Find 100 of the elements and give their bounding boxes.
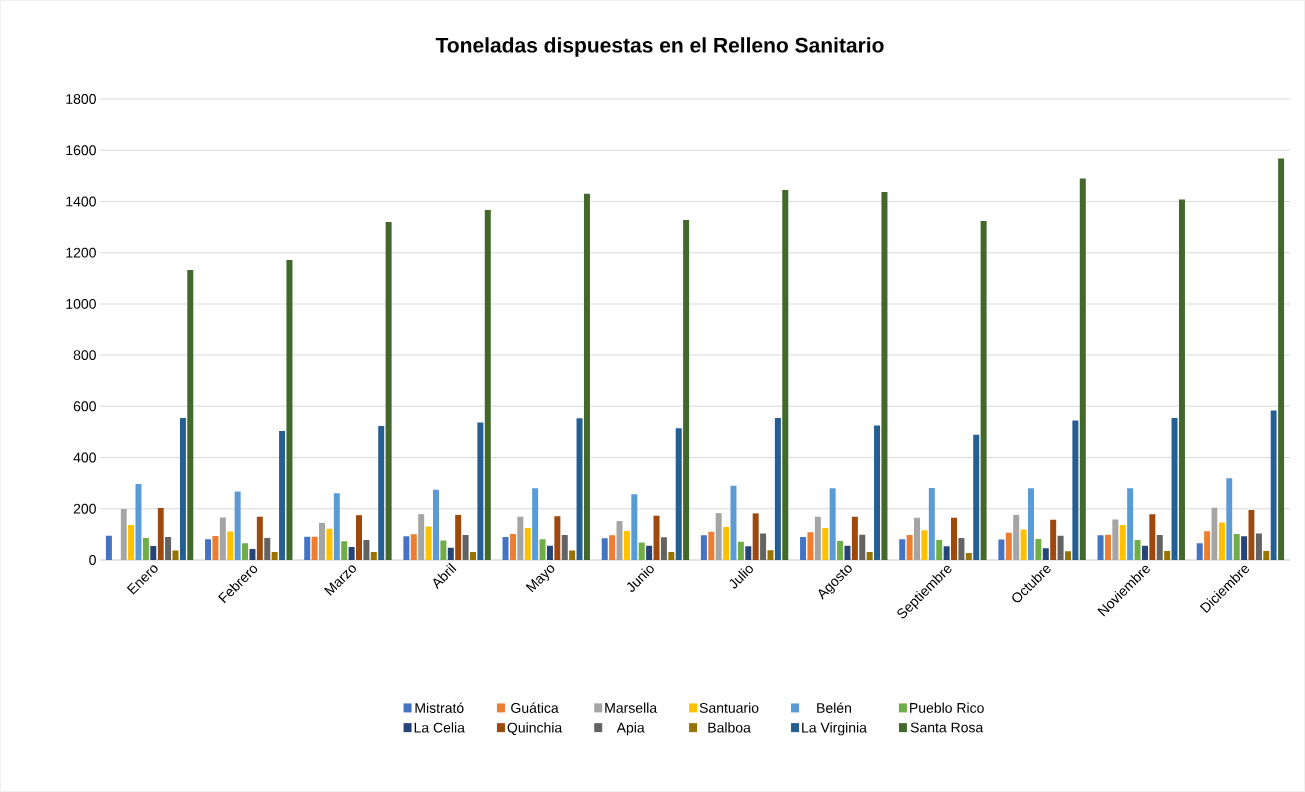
bar (767, 550, 774, 560)
bar (829, 488, 836, 560)
bar (881, 191, 888, 560)
bar (1141, 545, 1148, 560)
legend-label: La Celia (414, 722, 465, 733)
bar (469, 552, 476, 560)
bar (1057, 535, 1064, 560)
bar (859, 534, 866, 560)
bar (730, 485, 737, 560)
bar (752, 513, 759, 560)
bar (1005, 532, 1012, 560)
bar (502, 536, 509, 560)
bar (980, 220, 987, 560)
bar (477, 422, 484, 560)
bar (807, 532, 814, 560)
bar (660, 537, 667, 560)
bar (157, 508, 164, 560)
bar (951, 517, 958, 560)
bar (150, 545, 157, 560)
legend-label: Mistrató (415, 702, 464, 713)
bar (1119, 524, 1126, 560)
bar (973, 434, 980, 560)
bar (128, 524, 135, 560)
bar (1127, 488, 1134, 560)
bar (311, 536, 318, 560)
bar (576, 418, 583, 560)
bar (1072, 420, 1079, 560)
bar (760, 533, 767, 560)
bar (928, 488, 935, 560)
bar (165, 536, 172, 560)
bar (1035, 539, 1042, 560)
bar (179, 418, 186, 560)
bar (1050, 519, 1057, 560)
bar (646, 545, 653, 560)
bar (509, 533, 516, 560)
bar (708, 531, 715, 560)
bar (906, 534, 913, 560)
bar (554, 516, 561, 560)
bar (319, 522, 326, 560)
legend-label: Apia (616, 722, 645, 736)
legend-label: Belén (817, 702, 851, 713)
bar (1164, 551, 1171, 560)
bar (1097, 535, 1104, 560)
y-tick-label: 1200 (66, 247, 96, 258)
bar (800, 536, 807, 560)
bar (675, 428, 682, 560)
bar (737, 541, 744, 560)
bar (234, 491, 241, 560)
bar (1196, 543, 1203, 560)
bar (1042, 548, 1049, 560)
y-tick-label: 600 (73, 401, 96, 412)
bar (219, 517, 226, 560)
bar (279, 430, 286, 560)
bar (844, 545, 851, 560)
bar (333, 493, 340, 560)
bar (943, 546, 950, 560)
bar (782, 189, 789, 560)
bar (1226, 478, 1233, 560)
bar (631, 494, 638, 560)
bar (958, 537, 965, 560)
bar (936, 540, 943, 560)
bar (264, 537, 271, 560)
bar (715, 513, 722, 560)
bar (1263, 551, 1270, 560)
bar (814, 516, 821, 560)
bar (539, 539, 546, 560)
bar (440, 540, 447, 560)
bar (1278, 158, 1285, 560)
bar (271, 552, 278, 560)
legend-label: Balboa (708, 722, 751, 733)
bar (822, 527, 829, 560)
bar (668, 552, 675, 560)
bar (532, 488, 539, 560)
bar (462, 534, 469, 560)
bar (583, 193, 590, 560)
bar (1241, 536, 1248, 560)
bar (1013, 514, 1020, 560)
bar (242, 543, 249, 560)
legend-label: Pueblo Rico (910, 702, 984, 713)
bar (304, 536, 311, 560)
bar (326, 528, 333, 560)
bar (623, 531, 630, 560)
bar (1178, 199, 1185, 560)
bar (965, 553, 972, 560)
bar (403, 536, 410, 560)
bar (356, 515, 363, 560)
bar (745, 546, 752, 560)
bar (874, 425, 881, 560)
bar (1027, 488, 1034, 560)
bar (212, 535, 219, 560)
bar (1104, 534, 1111, 560)
bar (546, 545, 553, 560)
bar (1112, 519, 1119, 560)
legend-label: Quinchia (507, 722, 563, 736)
y-tick-label: 400 (73, 452, 96, 463)
bar (616, 521, 623, 560)
bar (410, 534, 417, 560)
bar (120, 509, 127, 560)
bar (455, 514, 462, 560)
bar (378, 426, 385, 560)
